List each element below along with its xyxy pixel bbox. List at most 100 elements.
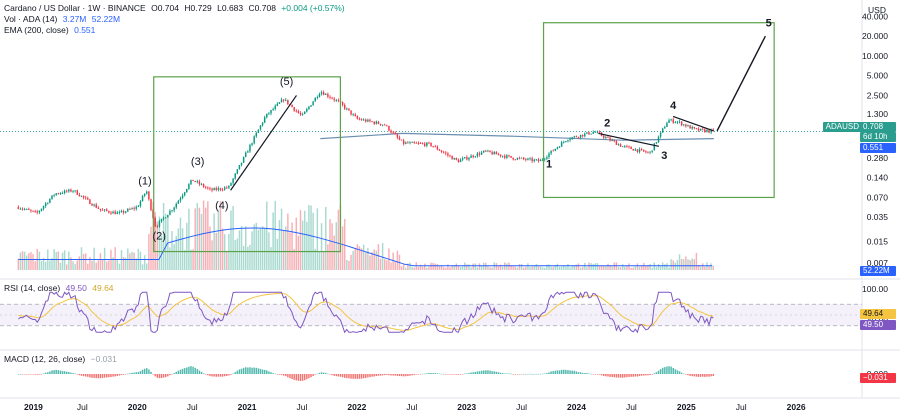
candle-body xyxy=(122,211,125,213)
macd-histogram-bar xyxy=(137,371,140,374)
volume-bar xyxy=(44,261,47,270)
candle-body xyxy=(514,159,517,161)
volume-bar xyxy=(575,264,578,270)
macd-histogram-bar xyxy=(638,374,641,377)
macd-histogram-bar xyxy=(99,374,102,379)
macd-histogram-bar xyxy=(282,374,285,376)
candle-body xyxy=(388,125,390,131)
volume-bar xyxy=(122,257,125,270)
macd-histogram-bar xyxy=(358,374,361,379)
volume-legend[interactable]: Vol · ADA (14) 3.27M 52.22M xyxy=(4,14,123,25)
volume-bar xyxy=(360,248,363,270)
macd-legend[interactable]: MACD (12, 26, close) −0.031 xyxy=(4,354,120,365)
volume-bar xyxy=(683,259,685,270)
candle-body xyxy=(192,179,194,181)
macd-histogram-bar xyxy=(285,374,287,377)
candle-body xyxy=(659,132,662,137)
volume-bar xyxy=(367,248,369,270)
candle-body xyxy=(327,93,329,97)
candle-body xyxy=(628,146,630,148)
volume-bar xyxy=(70,257,72,270)
candle-body xyxy=(215,188,217,190)
macd-histogram-bar xyxy=(621,374,624,378)
candle-body xyxy=(495,152,498,155)
macd-histogram-bar xyxy=(139,371,142,374)
macd-histogram-bar xyxy=(217,374,220,377)
volume-bar xyxy=(497,266,500,270)
candle-body xyxy=(457,159,460,163)
volume-bar xyxy=(581,266,584,270)
volume-bar xyxy=(594,263,597,270)
candle-body xyxy=(116,212,119,215)
macd-histogram-bar xyxy=(177,370,180,374)
candle-body xyxy=(341,102,344,105)
macd-histogram-bar xyxy=(634,374,637,377)
macd-histogram-bar xyxy=(548,372,550,374)
volume-bar xyxy=(280,208,283,270)
macd-histogram-bar xyxy=(51,370,53,374)
rsi-legend[interactable]: RSI (14, close) 49.50 49.64 xyxy=(4,283,117,294)
macd-histogram-bar xyxy=(268,371,270,374)
candle-body xyxy=(270,110,272,114)
volume-bar xyxy=(459,266,462,270)
macd-histogram-bar xyxy=(36,374,38,375)
macd-histogram-bar xyxy=(596,374,599,375)
ema-legend[interactable]: EMA (200, close) 0.551 xyxy=(4,25,98,36)
candle-body xyxy=(402,140,405,144)
volume-bar xyxy=(373,249,375,270)
macd-histogram-bar xyxy=(215,374,217,377)
macd-histogram-bar xyxy=(516,374,519,375)
volume-bar xyxy=(569,267,571,270)
volume-bar xyxy=(183,250,186,270)
y-tick-label: 5.000 xyxy=(867,71,889,81)
macd-histogram-bar xyxy=(539,373,542,375)
candle-body xyxy=(657,136,660,143)
volume-bar xyxy=(327,244,329,270)
volume-bar xyxy=(135,258,137,270)
volume-bar xyxy=(154,211,156,270)
candle-body xyxy=(261,122,264,126)
candle-body xyxy=(266,113,268,118)
volume-bar xyxy=(405,267,407,270)
candle-body xyxy=(181,195,184,199)
symbol-title[interactable]: Cardano / US Dollar · 1W · BINANCE xyxy=(4,3,146,13)
candle-body xyxy=(249,144,251,152)
macd-histogram-bar xyxy=(565,369,567,374)
ema-label: EMA (200, close) xyxy=(4,25,69,35)
candle-body xyxy=(518,157,521,159)
volume-bar xyxy=(139,251,142,270)
candle-body xyxy=(101,209,104,211)
volume-bar xyxy=(371,252,373,270)
macd-histogram-bar xyxy=(154,374,156,377)
macd-value: −0.031 xyxy=(90,354,117,364)
volume-bar xyxy=(242,245,245,270)
candle-body xyxy=(87,197,89,200)
volume-bar xyxy=(666,263,668,270)
macd-histogram-bar xyxy=(17,374,20,375)
volume-bar xyxy=(106,261,108,270)
volume-bar xyxy=(348,260,350,270)
candle-body xyxy=(257,129,260,133)
volume-bar xyxy=(550,266,552,270)
currency-label[interactable]: USD xyxy=(868,5,886,15)
volume-bar xyxy=(84,253,87,270)
macd-histogram-bar xyxy=(512,374,514,375)
volume-bar xyxy=(689,260,691,270)
candle-body xyxy=(329,96,331,98)
volume-bar xyxy=(335,222,338,270)
volume-bar xyxy=(638,266,641,270)
x-tick-label: Jul xyxy=(297,402,308,412)
volume-bar xyxy=(695,252,698,270)
volume-bar xyxy=(533,265,535,270)
macd-histogram-bar xyxy=(398,374,401,377)
volume-bar xyxy=(329,219,331,270)
candle-body xyxy=(308,106,310,109)
volume-bar xyxy=(34,261,36,270)
macd-histogram-bar xyxy=(175,371,177,374)
volume-bar xyxy=(234,240,236,270)
candle-body xyxy=(297,111,300,113)
macd-histogram-bar xyxy=(327,373,329,375)
macd-histogram-bar xyxy=(388,374,390,376)
volume-bar xyxy=(527,263,529,270)
